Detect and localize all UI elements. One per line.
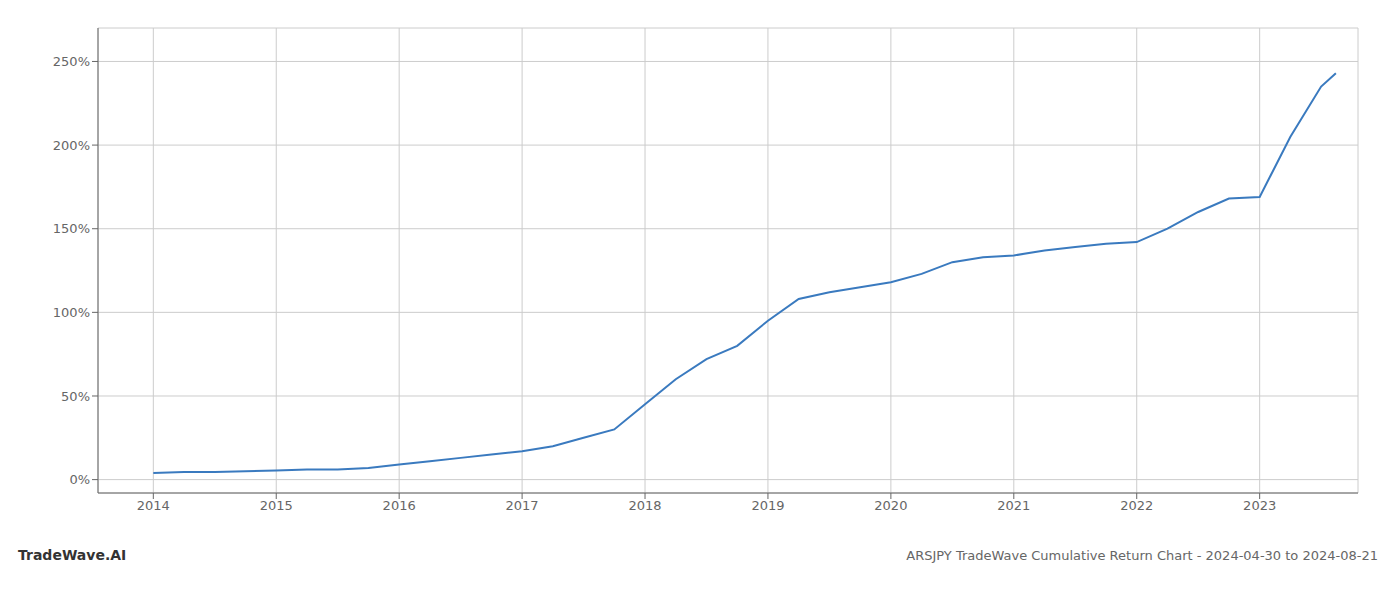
- svg-text:2016: 2016: [383, 498, 416, 513]
- svg-text:2021: 2021: [997, 498, 1030, 513]
- svg-text:50%: 50%: [61, 389, 90, 404]
- svg-text:2022: 2022: [1120, 498, 1153, 513]
- svg-text:250%: 250%: [53, 54, 90, 69]
- svg-text:2019: 2019: [751, 498, 784, 513]
- svg-text:2017: 2017: [506, 498, 539, 513]
- svg-text:150%: 150%: [53, 221, 90, 236]
- svg-text:2023: 2023: [1243, 498, 1276, 513]
- html-text:TradeWave.AI: TradeWave.AI: [18, 547, 127, 563]
- svg-text:200%: 200%: [53, 138, 90, 153]
- svg-text:2020: 2020: [874, 498, 907, 513]
- svg-text:100%: 100%: [53, 305, 90, 320]
- svg-text:2018: 2018: [628, 498, 661, 513]
- svg-text:0%: 0%: [69, 472, 90, 487]
- svg-text:2015: 2015: [260, 498, 293, 513]
- html-text:ARSJPY TradeWave Cumulative Re: ARSJPY TradeWave Cumulative Return Chart…: [906, 548, 1378, 563]
- svg-text:2014: 2014: [137, 498, 170, 513]
